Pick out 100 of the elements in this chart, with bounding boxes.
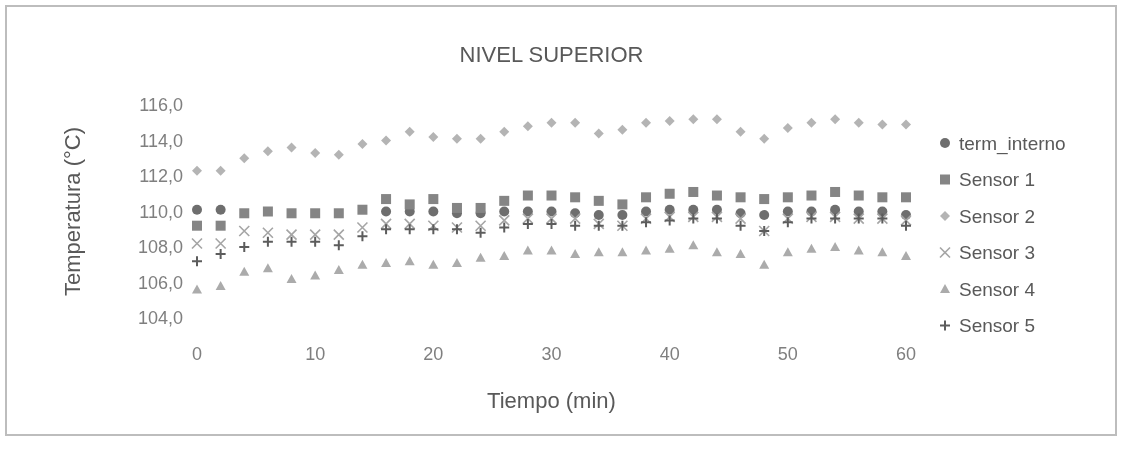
point (641, 245, 652, 255)
point (570, 192, 581, 203)
point (522, 121, 533, 132)
x-tick-label: 30 (541, 344, 562, 364)
point (215, 220, 226, 231)
point (593, 195, 604, 206)
point (759, 133, 770, 144)
point (711, 247, 722, 257)
point (192, 220, 202, 231)
point (759, 194, 770, 205)
point (357, 204, 368, 215)
x-tick-label: 60 (895, 344, 917, 364)
point (759, 210, 770, 221)
point (570, 117, 581, 128)
point (688, 186, 699, 197)
point (570, 249, 581, 259)
legend-label: Sensor 4 (959, 278, 1036, 300)
point (380, 223, 393, 236)
point (428, 259, 439, 269)
point (381, 257, 392, 267)
point (782, 212, 794, 225)
point (498, 214, 511, 227)
point (475, 252, 486, 262)
point (239, 266, 250, 276)
point (333, 228, 345, 241)
point (332, 239, 345, 252)
y-tick-label: 108,0 (137, 237, 183, 258)
y-tick-label: 106,0 (137, 272, 183, 293)
point (285, 228, 298, 241)
point (356, 221, 369, 234)
point (214, 237, 227, 250)
point (310, 208, 321, 219)
point (782, 123, 793, 134)
point (569, 212, 581, 225)
point (451, 257, 462, 267)
point (286, 142, 297, 153)
point (830, 242, 841, 251)
point (428, 206, 439, 217)
legend-label: Sensor 5 (959, 315, 1036, 337)
point (215, 165, 226, 176)
point (333, 208, 344, 219)
point (498, 221, 511, 234)
point (759, 259, 770, 269)
point (664, 243, 675, 253)
point (310, 147, 321, 158)
point (663, 211, 676, 223)
point (309, 235, 322, 248)
point (474, 226, 487, 239)
point (664, 188, 675, 199)
point (239, 208, 250, 219)
point (782, 247, 793, 257)
y-axis-title: Temperatura (°C) (60, 127, 85, 296)
point (499, 250, 510, 260)
point (735, 249, 746, 259)
x-tick-label: 40 (659, 344, 680, 364)
point (877, 119, 888, 130)
point (688, 240, 699, 250)
point (215, 281, 226, 291)
point (853, 117, 864, 128)
point (286, 208, 297, 219)
point (262, 146, 273, 157)
point (782, 192, 793, 203)
point (830, 186, 841, 197)
point (569, 219, 582, 232)
point (262, 263, 273, 273)
point (806, 117, 817, 128)
point (381, 135, 392, 146)
point (192, 165, 202, 176)
point (404, 126, 415, 137)
point (664, 115, 675, 126)
x-tick-label: 10 (305, 344, 326, 364)
y-tick-label: 114,0 (139, 130, 183, 151)
point (403, 218, 416, 230)
point (309, 228, 321, 241)
point (333, 149, 344, 160)
legend-label: Sensor 3 (959, 242, 1036, 264)
point (499, 195, 510, 206)
point (734, 219, 747, 232)
point (475, 133, 486, 144)
point (238, 225, 251, 237)
point (192, 204, 202, 215)
point (663, 214, 676, 227)
point (380, 218, 392, 230)
point (901, 192, 911, 203)
point (428, 194, 439, 205)
x-tick-label: 20 (423, 344, 444, 364)
y-tick-label: 116,0 (139, 95, 183, 116)
y-tick-label: 112,0 (139, 166, 183, 187)
point (262, 206, 273, 217)
point (428, 131, 439, 142)
point (545, 212, 558, 225)
point (238, 241, 251, 253)
x-tick-label: 50 (777, 344, 798, 364)
point (356, 230, 369, 243)
point (215, 204, 226, 215)
point (451, 202, 462, 213)
point (688, 114, 699, 125)
point (239, 153, 250, 164)
point (546, 245, 557, 255)
point (853, 190, 864, 201)
